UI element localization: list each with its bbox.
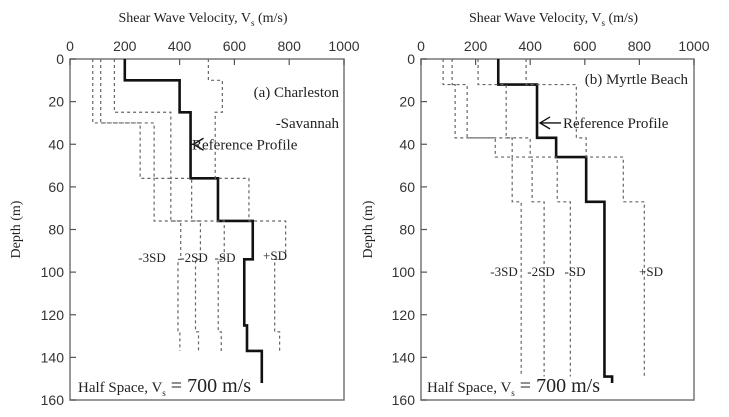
reference-profile-annotation: Reference Profile: [192, 137, 298, 153]
series-minussd: [113, 59, 225, 351]
y-tick-label: 20: [399, 94, 415, 110]
half-space-prefix: Half Space, V: [427, 380, 511, 396]
y-tick-label: 0: [407, 51, 415, 67]
y-tick-label: 0: [56, 51, 64, 67]
y-tick-label: 20: [48, 94, 64, 110]
series-minus2sd: [100, 59, 202, 351]
y-tick-label: 120: [392, 307, 416, 323]
y-tick-label: 80: [399, 222, 415, 238]
y-tick-label: 120: [41, 307, 65, 323]
y-tick-label: 160: [392, 392, 416, 408]
arrow-head-icon: [192, 137, 204, 151]
x-tick-label: 0: [417, 38, 425, 54]
series-label: -2SD: [180, 250, 207, 265]
y-tick-label: 100: [392, 264, 416, 280]
series-minus3sd: [92, 59, 182, 351]
series-label: -3SD: [138, 250, 165, 265]
series-label: -3SD: [490, 264, 517, 279]
y-tick-label: 140: [41, 349, 65, 365]
y-tick-label: 160: [41, 392, 65, 408]
series-label: -SD: [565, 264, 586, 279]
x-tick-label: 600: [573, 38, 597, 54]
y-tick-label: 60: [48, 179, 64, 195]
y-tick-label: 40: [399, 136, 415, 152]
series-minus3sd: [442, 59, 522, 377]
x-tick-label: 200: [464, 38, 488, 54]
x-tick-label: 400: [519, 38, 543, 54]
x-axis-title-subscript: s: [251, 18, 255, 28]
half-space-value: = 700 m/s: [515, 375, 600, 397]
reference-profile-annotation: Reference Profile: [563, 116, 669, 132]
y-tick-label: 80: [48, 222, 64, 238]
half-space-annotation: Half Space, Vs = 700 m/s: [427, 375, 600, 398]
series-minus2sd: [451, 59, 545, 377]
half-space-annotation: Half Space, Vs = 700 m/s: [78, 375, 251, 398]
panel-label: (b) Myrtle Beach: [585, 72, 689, 88]
x-tick-label: 600: [223, 38, 247, 54]
series-label: +SD: [263, 248, 287, 263]
y-tick-label: 60: [399, 179, 415, 195]
x-axis-title-text: Shear Wave Velocity, V: [118, 11, 251, 26]
half-space-subscript: s: [162, 388, 166, 398]
y-axis-title: Depth (m): [9, 200, 24, 258]
x-axis-title-subscript: s: [601, 18, 605, 28]
series-reference-profile: [123, 59, 264, 383]
x-axis-title-unit: (m/s): [605, 11, 638, 26]
y-axis-title: Depth (m): [361, 200, 376, 258]
plot-frame: [420, 58, 695, 401]
x-tick-label: 1000: [678, 38, 709, 54]
x-tick-label: 800: [278, 38, 302, 54]
panel-label: -Savannah: [276, 116, 340, 132]
y-tick-label: 140: [392, 349, 416, 365]
x-tick-label: 800: [628, 38, 652, 54]
y-tick-label: 40: [48, 136, 64, 152]
chart-panel-b: Shear Wave Velocity, Vs (m/s)0 200 400 600 8…: [361, 11, 710, 408]
series-label: -SD: [215, 250, 236, 265]
series-reference-profile: [496, 59, 614, 383]
x-tick-label: 1000: [328, 38, 359, 54]
x-tick-label: 200: [113, 38, 137, 54]
x-axis-title-text: Shear Wave Velocity, V: [469, 11, 602, 26]
series-plussd: [525, 59, 645, 377]
series-label: -2SD: [527, 264, 554, 279]
series-plussd: [207, 59, 287, 351]
arrow-head-icon: [538, 116, 551, 130]
chart-panel-a: Shear Wave Velocity, Vs (m/s)0 200 400 600 8…: [9, 11, 360, 408]
panel-label: (a) Charleston: [254, 85, 340, 101]
series-minussd: [477, 59, 571, 377]
x-axis-title-unit: (m/s): [254, 11, 287, 26]
half-space-value: = 700 m/s: [166, 375, 251, 397]
y-tick-label: 100: [41, 264, 65, 280]
x-axis-title: Shear Wave Velocity, Vs (m/s): [118, 11, 287, 28]
plot-frame: [69, 58, 345, 401]
half-space-subscript: s: [511, 388, 515, 398]
half-space-prefix: Half Space, V: [78, 380, 162, 396]
x-tick-label: 0: [66, 38, 74, 54]
x-tick-label: 400: [168, 38, 192, 54]
series-label: +SD: [639, 264, 663, 279]
x-axis-title: Shear Wave Velocity, Vs (m/s): [469, 11, 638, 28]
